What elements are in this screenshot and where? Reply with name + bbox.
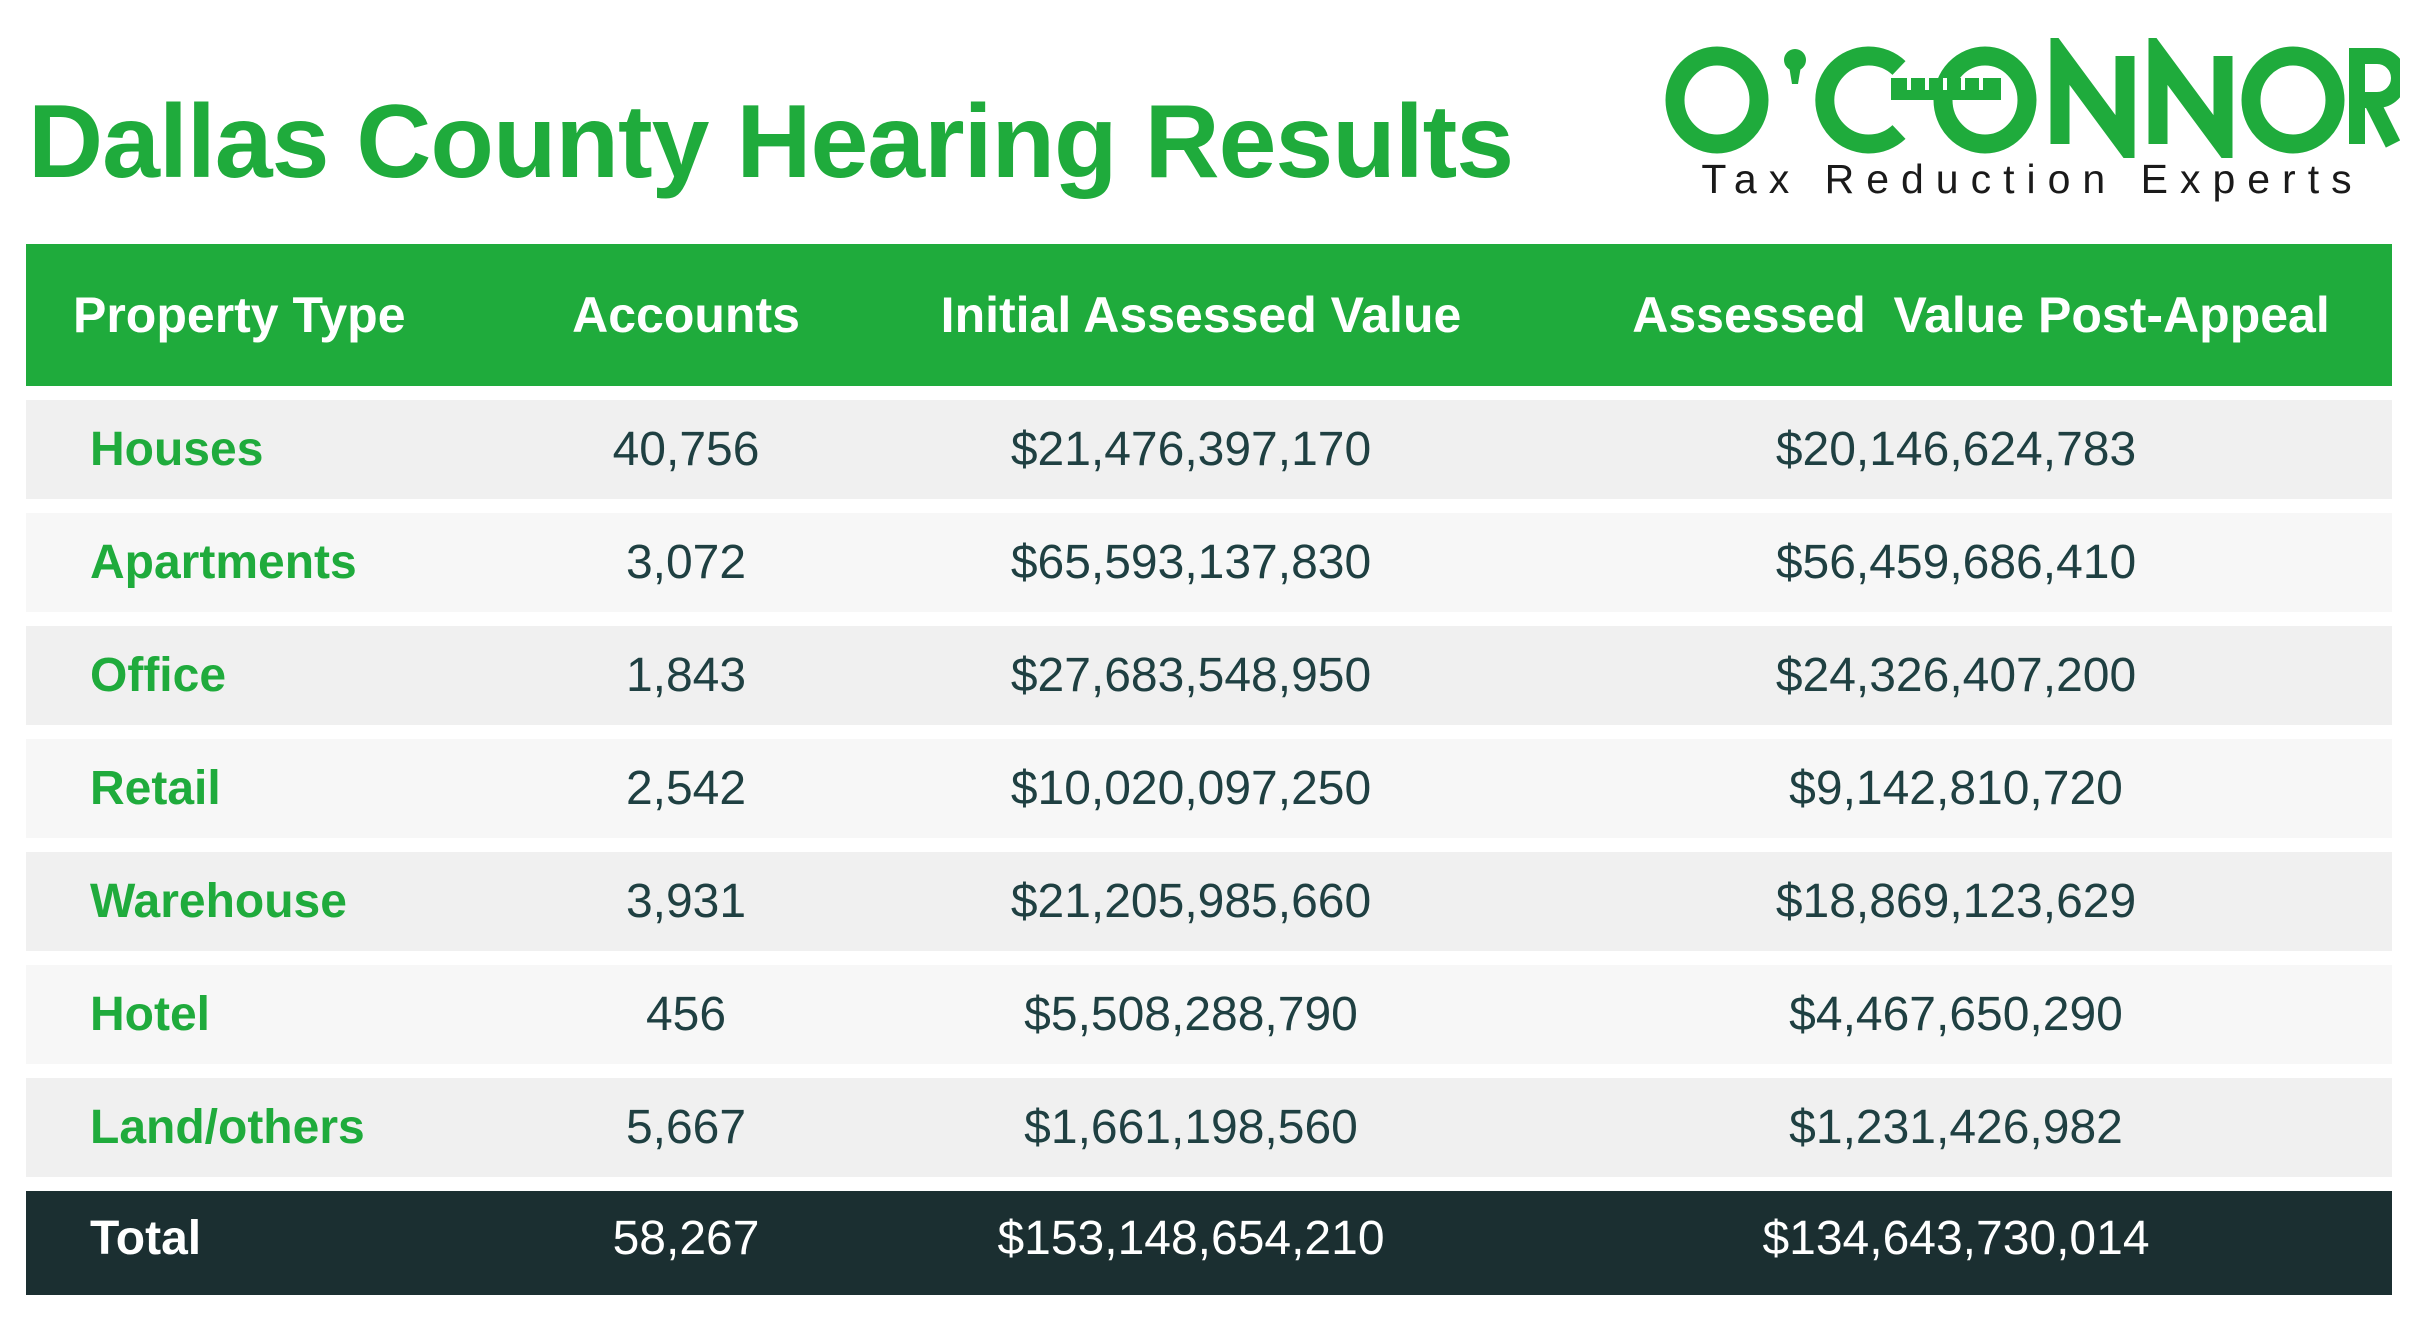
initial-value-cell: $1,661,198,560 xyxy=(1024,1101,1358,1154)
accounts-cell: 456 xyxy=(645,988,727,1041)
accounts-cell: 1,843 xyxy=(625,649,747,702)
logo-tagline: Tax Reduction Experts xyxy=(1701,156,2364,202)
property-type-cell: Office xyxy=(90,649,227,702)
total-post-appeal-value: $134,643,730,014 xyxy=(1762,1212,2150,1265)
accounts-cell: 2,542 xyxy=(625,762,747,815)
post-appeal-value-cell: $1,231,426,982 xyxy=(1789,1101,2123,1154)
header-initial-assessed-value: Initial Assessed Value xyxy=(940,287,1462,343)
initial-value-cell: $5,508,288,790 xyxy=(1024,988,1358,1041)
header-property-type: Property Type xyxy=(73,287,406,343)
accounts-cell: 40,756 xyxy=(612,423,760,476)
initial-value-cell: $21,205,985,660 xyxy=(1010,875,1372,928)
table-row: Houses 40,756 $21,476,397,170 $20,146,62… xyxy=(26,400,2392,499)
oconnor-wordmark-logo xyxy=(1665,38,2400,158)
post-appeal-value-cell: $9,142,810,720 xyxy=(1789,762,2123,815)
property-type-cell: Land/others xyxy=(90,1101,365,1154)
post-appeal-value-cell: $24,326,407,200 xyxy=(1775,649,2137,702)
total-initial-value: $153,148,654,210 xyxy=(997,1212,1385,1265)
post-appeal-value-cell: $4,467,650,290 xyxy=(1789,988,2123,1041)
table-row: Apartments 3,072 $65,593,137,830 $56,459… xyxy=(26,513,2392,612)
header-assessed-value-post-appeal: Assessed Value Post-Appeal xyxy=(1632,287,2330,343)
property-type-cell: Warehouse xyxy=(90,875,347,928)
table-row: Warehouse 3,931 $21,205,985,660 $18,869,… xyxy=(26,852,2392,951)
initial-value-cell: $21,476,397,170 xyxy=(1010,423,1372,476)
table-row: Land/others 5,667 $1,661,198,560 $1,231,… xyxy=(26,1078,2392,1177)
initial-value-cell: $10,020,097,250 xyxy=(1010,762,1372,815)
initial-value-cell: $27,683,548,950 xyxy=(1010,649,1372,702)
table-row: Retail 2,542 $10,020,097,250 $9,142,810,… xyxy=(26,739,2392,838)
table-header-row: Property Type Accounts Initial Assessed … xyxy=(26,244,2392,386)
oconnor-logo: Tax Reduction Experts xyxy=(1665,38,2400,213)
property-type-cell: Retail xyxy=(90,762,221,815)
property-type-cell: Houses xyxy=(90,423,264,476)
table-row: Office 1,843 $27,683,548,950 $24,326,407… xyxy=(26,626,2392,725)
post-appeal-value-cell: $56,459,686,410 xyxy=(1775,536,2137,589)
initial-value-cell: $65,593,137,830 xyxy=(1010,536,1372,589)
table-row: Hotel 456 $5,508,288,790 $4,467,650,290 xyxy=(26,965,2392,1064)
table-total-row: Total 58,267 $153,148,654,210 $134,643,7… xyxy=(26,1191,2392,1295)
accounts-cell: 3,072 xyxy=(625,536,747,589)
property-type-cell: Hotel xyxy=(90,988,210,1041)
post-appeal-value-cell: $20,146,624,783 xyxy=(1775,423,2137,476)
property-type-cell: Apartments xyxy=(90,536,357,589)
post-appeal-value-cell: $18,869,123,629 xyxy=(1775,875,2137,928)
accounts-cell: 3,931 xyxy=(625,875,747,928)
accounts-cell: 5,667 xyxy=(625,1101,747,1154)
page-title: Dallas County Hearing Results xyxy=(28,84,1514,200)
total-label: Total xyxy=(90,1212,202,1265)
total-accounts: 58,267 xyxy=(612,1212,760,1265)
hearing-results-table: Property Type Accounts Initial Assessed … xyxy=(26,244,2392,1295)
header-accounts: Accounts xyxy=(572,287,800,343)
